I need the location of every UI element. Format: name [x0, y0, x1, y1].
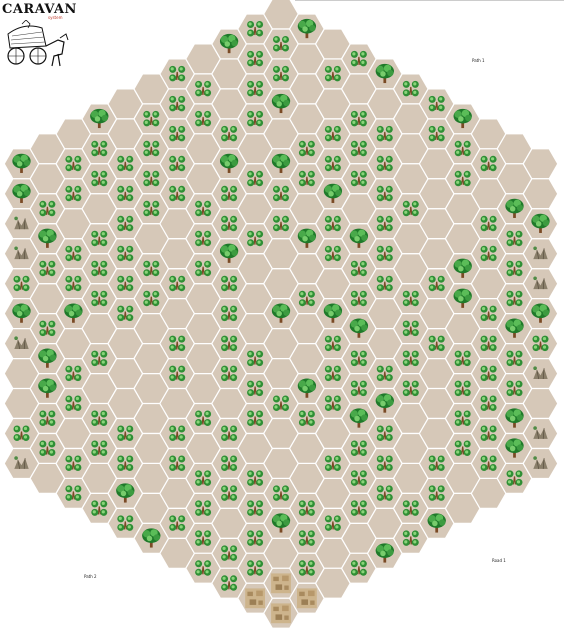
logo-subtitle: system: [48, 15, 63, 20]
town-icon: [297, 588, 317, 609]
path-1-label: Path 1: [472, 58, 485, 63]
path-2-label: Path 2: [84, 574, 97, 579]
logo-title: CARAVAN: [2, 2, 77, 17]
town-icon: [245, 588, 265, 609]
hex-grid: [3, 0, 559, 629]
caravan-logo: CARAVAN system: [2, 2, 76, 72]
top-border-line: [295, 0, 564, 1]
town-icon: [271, 603, 291, 624]
caravan-wagon-icon: [7, 20, 69, 67]
town-icon: [271, 573, 291, 594]
road-1-label: Road 1: [492, 558, 506, 563]
hex-cell[interactable]: [522, 447, 559, 480]
